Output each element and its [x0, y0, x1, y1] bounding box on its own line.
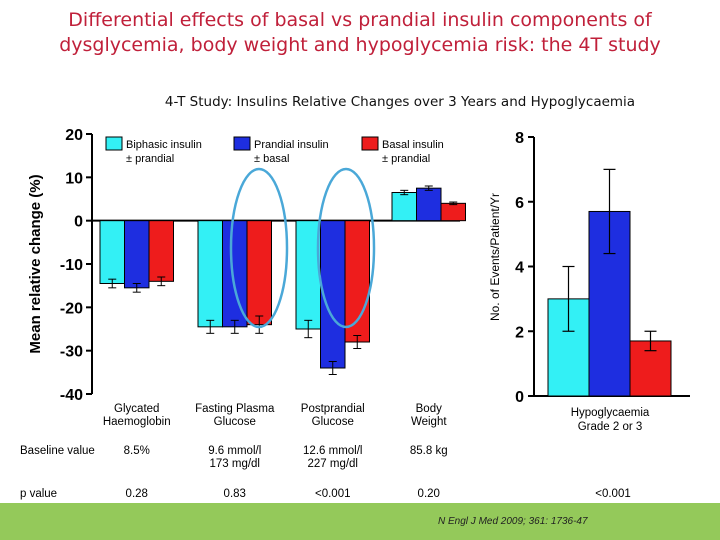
- pvalue-row-label: p value: [20, 488, 57, 500]
- right-y-axis-label: No. of Events/Patient/Yr: [488, 193, 502, 321]
- pvalue: 0.83: [224, 488, 246, 500]
- legend-label: Basal insulin: [382, 139, 444, 151]
- bar-biphasic: [99, 220, 125, 285]
- left-y-tick-label: 20: [65, 127, 83, 144]
- citation: N Engl J Med 2009; 361: 1736-47: [438, 516, 588, 527]
- baseline-value: 9.6 mmol/l: [208, 445, 261, 457]
- right-y-tick-label: 4: [515, 260, 524, 277]
- baseline-value: 8.5%: [124, 445, 150, 457]
- baseline-value: 12.6 mmol/l: [303, 445, 362, 457]
- baseline-row-label: Baseline value: [20, 445, 95, 457]
- bar-prandial: [416, 187, 442, 222]
- bar-biphasic: [295, 220, 321, 330]
- legend-label: Biphasic insulin: [126, 139, 202, 151]
- category-label: Weight: [411, 416, 447, 428]
- bar-prandial: [320, 220, 346, 369]
- right-y-tick-label: 8: [515, 130, 524, 147]
- bar-prandial: [124, 220, 150, 289]
- pvalue: 0.20: [418, 488, 440, 500]
- highlight-ellipse: [229, 167, 289, 329]
- left-y-axis-label: Mean relative change (%): [27, 174, 44, 353]
- highlight-ellipse: [316, 167, 376, 329]
- legend-swatch-prandial: [233, 136, 251, 151]
- bar-basal: [148, 220, 174, 282]
- left-y-tick-label: -40: [60, 387, 83, 404]
- legend-sub-label: ± prandial: [382, 153, 430, 165]
- right-y-tick-label: 6: [515, 195, 524, 212]
- hypo-pvalue: <0.001: [595, 488, 631, 500]
- baseline-value: 85.8 kg: [410, 445, 448, 457]
- right-y-tick-label: 0: [515, 389, 524, 406]
- slide-title: Differential effects of basal vs prandia…: [0, 8, 720, 58]
- category-label: Glucose: [312, 416, 354, 428]
- bar-basal: [344, 220, 370, 343]
- baseline-value: 173 mg/dl: [209, 458, 260, 470]
- category-label: Glycated: [114, 403, 159, 415]
- legend-label: Prandial insulin: [254, 139, 329, 151]
- bar-basal: [246, 220, 272, 326]
- left-y-tick-label: -20: [60, 300, 83, 317]
- pvalue: 0.28: [126, 488, 148, 500]
- chart-title: 4-T Study: Insulins Relative Changes ove…: [164, 94, 636, 110]
- bar-biphasic: [391, 192, 417, 222]
- category-label: Haemoglobin: [103, 416, 171, 428]
- category-label: Fasting Plasma: [195, 403, 275, 415]
- slide-title-line1: Differential effects of basal vs prandia…: [68, 9, 652, 31]
- legend-swatch-basal: [361, 136, 379, 151]
- category-label: Body: [416, 403, 442, 415]
- footer-bar: [0, 503, 720, 540]
- bar-basal: [440, 202, 466, 222]
- legend-swatch-biphasic: [105, 136, 123, 151]
- bar-biphasic: [197, 220, 223, 328]
- hypo-category-label: Hypoglycaemia: [571, 407, 650, 419]
- left-y-tick-label: -10: [60, 257, 83, 274]
- right-y-tick-label: 2: [515, 324, 524, 341]
- pvalue: <0.001: [315, 488, 351, 500]
- left-y-tick-label: 10: [65, 170, 83, 187]
- slide-title-line2: dysglycemia, body weight and hypoglycemi…: [59, 34, 661, 56]
- left-y-tick-label: -30: [60, 344, 83, 361]
- baseline-value: 227 mg/dl: [307, 458, 358, 470]
- hypo-category-label: Grade 2 or 3: [578, 421, 643, 433]
- category-label: Glucose: [214, 416, 256, 428]
- left-y-tick-label: 0: [74, 214, 83, 231]
- legend-sub-label: ± basal: [254, 153, 289, 165]
- legend-sub-label: ± prandial: [126, 153, 174, 165]
- category-label: Postprandial: [301, 403, 365, 415]
